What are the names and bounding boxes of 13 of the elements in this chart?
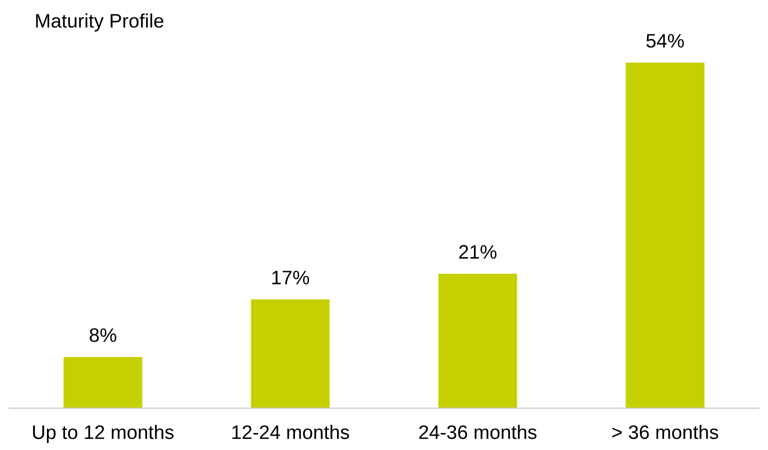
x-tick-label: > 36 months (612, 424, 718, 440)
data-label: 54% (646, 34, 684, 48)
bar (64, 356, 142, 408)
data-label: 8% (90, 328, 116, 342)
bar (438, 274, 518, 408)
data-label: 21% (459, 245, 496, 259)
x-tick-label: Up to 12 months (33, 424, 174, 443)
chart-title: Maturity Profile (36, 13, 164, 32)
x-tick-label: 24-36 months (419, 424, 536, 440)
data-label: 17% (272, 270, 310, 284)
bar (626, 62, 704, 408)
bar (250, 299, 330, 408)
x-tick-label: 12-24 months (232, 424, 350, 440)
